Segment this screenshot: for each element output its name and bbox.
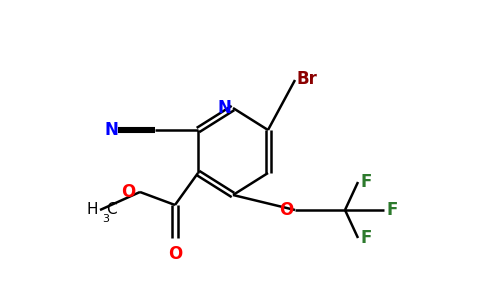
Text: N: N (104, 121, 118, 139)
Text: 3: 3 (102, 214, 109, 224)
Text: Br: Br (297, 70, 318, 88)
Text: N: N (217, 99, 231, 117)
Text: C: C (106, 202, 117, 217)
Text: O: O (168, 245, 182, 263)
Text: F: F (361, 173, 372, 191)
Text: O: O (121, 183, 135, 201)
Text: H: H (87, 202, 98, 217)
Text: F: F (387, 201, 398, 219)
Text: O: O (279, 201, 293, 219)
Text: F: F (361, 229, 372, 247)
